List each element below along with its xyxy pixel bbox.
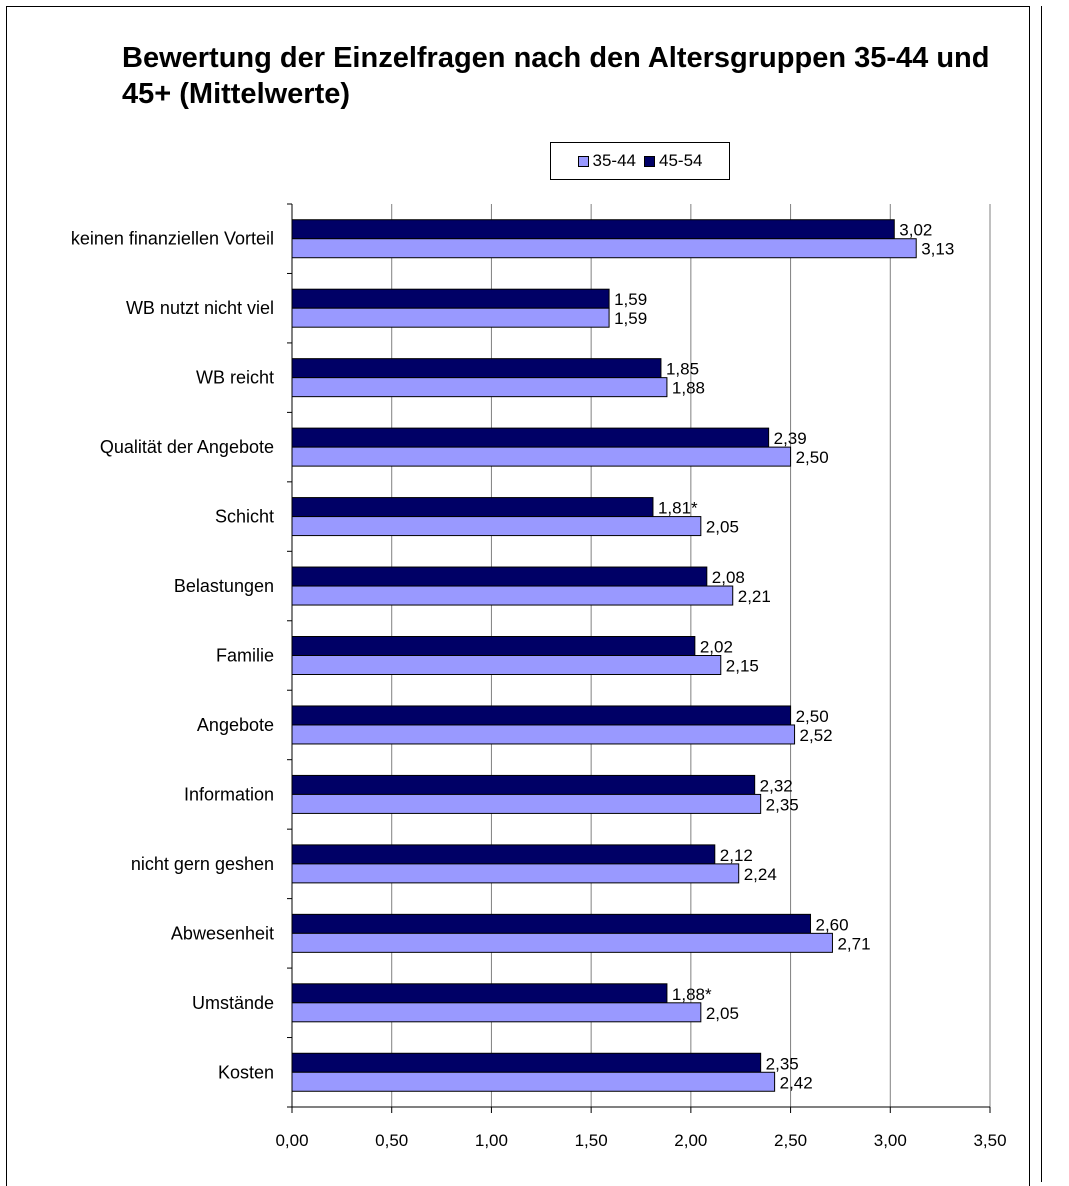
- data-label-45-54-9: 2,12: [720, 846, 753, 865]
- bar-45-54-6: [291, 636, 696, 656]
- bar-35-44-8: [291, 793, 762, 814]
- legend-item-series-2: 45-54: [644, 151, 702, 171]
- category-label-8: Information: [184, 784, 274, 804]
- bar-45-54-7: [291, 705, 792, 726]
- data-label-35-44-6: 2,15: [726, 657, 759, 676]
- bar-45-54-12: [291, 1052, 762, 1073]
- category-label-9: nicht gern geshen: [131, 854, 274, 874]
- x-tick-label-6: 3,00: [874, 1131, 907, 1150]
- data-label-45-54-11: 1,88*: [672, 985, 712, 1004]
- legend-swatch-series-2: [644, 155, 655, 167]
- category-label-4: Schicht: [215, 507, 274, 527]
- category-label-5: Belastungen: [174, 576, 274, 596]
- data-label-45-54-10: 2,60: [816, 915, 849, 934]
- bar-35-44-2: [291, 377, 668, 398]
- data-label-45-54-1: 1,59: [614, 290, 647, 309]
- bar-35-44-9: [291, 863, 740, 884]
- data-label-45-54-0: 3,02: [899, 221, 932, 240]
- data-label-35-44-3: 2,50: [796, 448, 829, 467]
- legend-item-series-1: 35-44: [577, 151, 636, 171]
- bar-45-54-9: [291, 844, 716, 865]
- category-label-12: Kosten: [218, 1062, 274, 1082]
- bar-45-54-8: [291, 774, 756, 795]
- bar-35-44-4: [291, 516, 702, 537]
- bar-35-44-1: [291, 307, 610, 328]
- data-label-35-44-5: 2,21: [738, 587, 771, 606]
- bar-45-54-11: [291, 983, 668, 1004]
- bar-35-44-5: [291, 585, 734, 606]
- bar-35-44-11: [291, 1002, 702, 1023]
- bar-45-54-3: [291, 427, 770, 448]
- data-label-45-54-3: 2,39: [774, 429, 807, 448]
- legend-swatch-series-1: [577, 155, 589, 167]
- chart-legend: 35-44 45-54: [550, 142, 730, 180]
- data-label-45-54-5: 2,08: [712, 568, 745, 587]
- chart-title: Bewertung der Einzelfragen nach den Alte…: [122, 42, 990, 110]
- x-tick-label-3: 1,50: [575, 1131, 608, 1150]
- category-label-0: keinen finanziellen Vorteil: [71, 229, 274, 249]
- bar-35-44-7: [291, 724, 796, 745]
- data-label-35-44-8: 2,35: [766, 795, 799, 814]
- bar-45-54-4: [291, 497, 654, 518]
- data-label-45-54-2: 1,85: [666, 360, 699, 379]
- page-edge-rule: [1041, 6, 1042, 1182]
- bar-35-44-0: [291, 238, 917, 259]
- legend-label-series-1: 35-44: [592, 151, 636, 170]
- data-label-35-44-10: 2,71: [837, 934, 870, 953]
- data-label-35-44-12: 2,42: [780, 1073, 813, 1092]
- data-label-45-54-4: 1,81*: [658, 499, 698, 518]
- bar-35-44-12: [291, 1071, 776, 1092]
- bar-35-44-6: [291, 655, 722, 675]
- data-label-45-54-6: 2,02: [700, 638, 733, 657]
- bar-35-44-10: [291, 932, 833, 953]
- data-label-35-44-9: 2,24: [744, 865, 777, 884]
- bar-45-54-5: [291, 566, 708, 587]
- category-label-7: Angebote: [197, 715, 274, 735]
- data-label-35-44-2: 1,88: [672, 379, 705, 398]
- data-label-35-44-4: 2,05: [706, 518, 739, 537]
- data-label-45-54-12: 2,35: [766, 1054, 799, 1073]
- x-tick-label-5: 2,50: [774, 1131, 807, 1150]
- category-label-3: Qualität der Angebote: [100, 437, 274, 457]
- category-label-6: Familie: [216, 646, 274, 666]
- bar-45-54-2: [291, 358, 662, 379]
- category-label-2: WB reicht: [196, 368, 274, 388]
- data-label-35-44-11: 2,05: [706, 1004, 739, 1023]
- category-label-10: Abwesenheit: [171, 923, 274, 943]
- data-label-35-44-7: 2,52: [800, 726, 833, 745]
- x-tick-label-0: 0,00: [275, 1131, 308, 1150]
- bar-45-54-1: [291, 288, 610, 309]
- x-tick-label-4: 2,00: [674, 1131, 707, 1150]
- bar-35-44-3: [291, 446, 792, 467]
- data-label-35-44-0: 3,13: [921, 240, 954, 259]
- data-label-35-44-1: 1,59: [614, 309, 647, 328]
- x-tick-label-7: 3,50: [973, 1131, 1006, 1150]
- bar-45-54-0: [291, 219, 895, 240]
- data-label-45-54-7: 2,50: [796, 707, 829, 726]
- legend-label-series-2: 45-54: [659, 151, 703, 170]
- category-label-11: Umstände: [192, 993, 274, 1013]
- bar-45-54-10: [291, 913, 812, 934]
- data-label-45-54-8: 2,32: [760, 776, 793, 795]
- x-tick-label-1: 0,50: [375, 1131, 408, 1150]
- x-tick-label-2: 1,00: [475, 1131, 508, 1150]
- category-label-1: WB nutzt nicht viel: [126, 298, 274, 318]
